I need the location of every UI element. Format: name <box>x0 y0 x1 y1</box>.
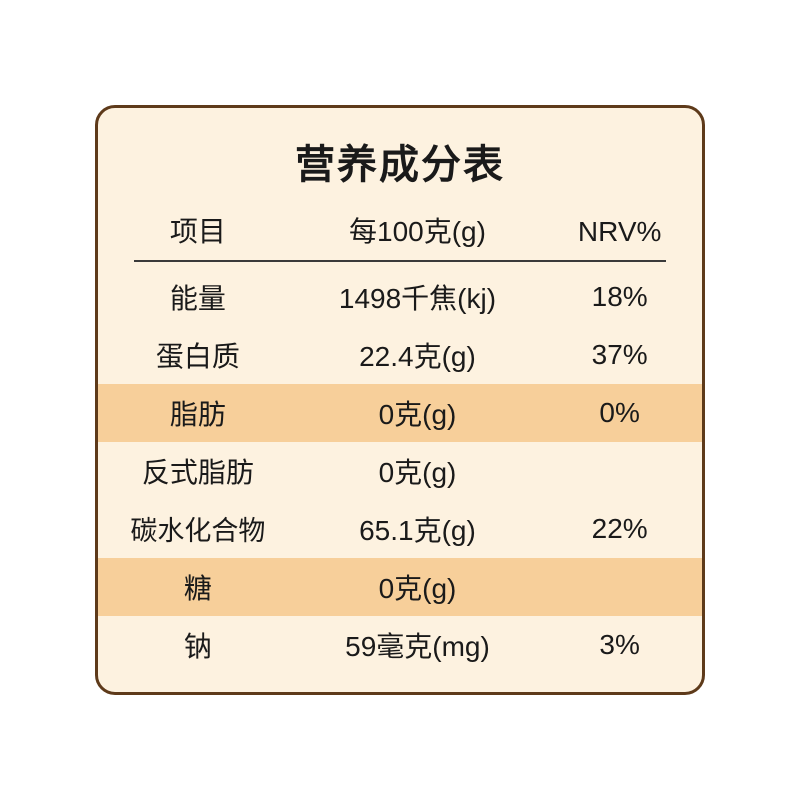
header-divider <box>134 260 666 262</box>
cell-nrv: 37% <box>537 339 702 371</box>
header-item: 项目 <box>98 210 298 250</box>
table-row: 能量 1498千焦(kj) 18% <box>98 268 702 326</box>
cell-per100g: 1498千焦(kj) <box>298 277 538 317</box>
cell-item: 脂肪 <box>98 393 298 433</box>
cell-nrv: 18% <box>537 281 702 313</box>
table-title: 营养成分表 <box>98 132 702 190</box>
table-row: 反式脂肪 0克(g) <box>98 442 702 500</box>
cell-item: 钠 <box>98 625 298 665</box>
cell-per100g: 22.4克(g) <box>298 335 538 375</box>
table-row: 糖 0克(g) <box>98 558 702 616</box>
nutrition-facts-panel: 营养成分表 项目 每100克(g) NRV% 能量 1498千焦(kj) 18%… <box>95 105 705 695</box>
cell-item: 能量 <box>98 277 298 317</box>
cell-item: 碳水化合物 <box>98 509 298 548</box>
table-row: 脂肪 0克(g) 0% <box>98 384 702 442</box>
cell-nrv: 22% <box>537 513 702 545</box>
table-row: 钠 59毫克(mg) 3% <box>98 616 702 674</box>
cell-per100g: 0克(g) <box>298 567 538 607</box>
cell-item: 蛋白质 <box>98 335 298 375</box>
cell-per100g: 65.1克(g) <box>298 509 538 549</box>
cell-per100g: 0克(g) <box>298 393 538 433</box>
cell-nrv: 0% <box>537 397 702 429</box>
table-row: 碳水化合物 65.1克(g) 22% <box>98 500 702 558</box>
header-nrv: NRV% <box>537 216 702 248</box>
cell-item: 糖 <box>98 567 298 607</box>
cell-nrv: 3% <box>537 629 702 661</box>
table-row: 蛋白质 22.4克(g) 37% <box>98 326 702 384</box>
cell-per100g: 0克(g) <box>298 451 538 491</box>
cell-item: 反式脂肪 <box>98 451 298 491</box>
header-per100g: 每100克(g) <box>298 210 538 250</box>
table-header-row: 项目 每100克(g) NRV% <box>98 204 702 260</box>
cell-per100g: 59毫克(mg) <box>298 625 538 665</box>
